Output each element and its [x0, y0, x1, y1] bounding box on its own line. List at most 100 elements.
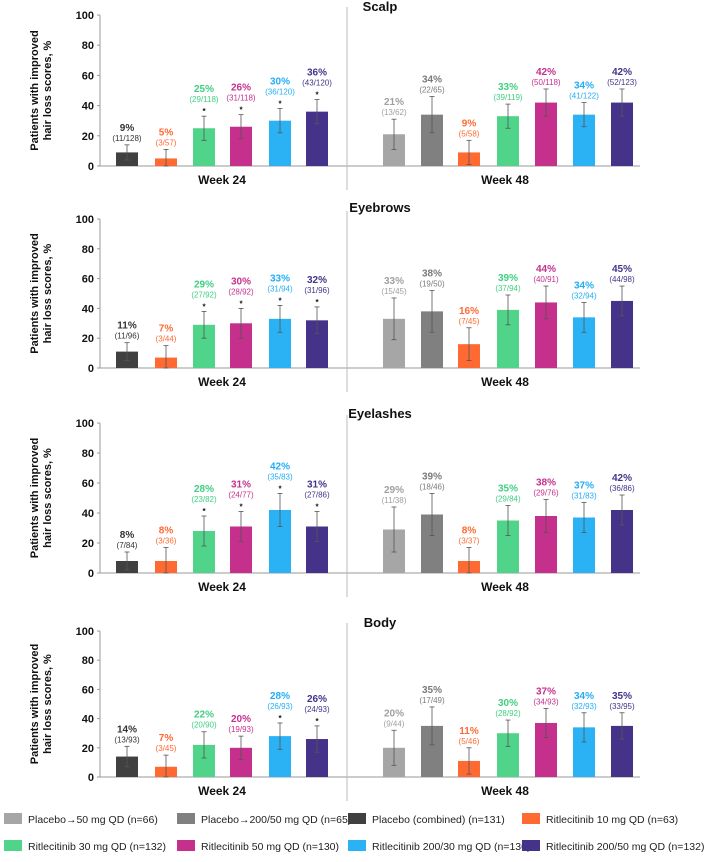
percent-label: 26%: [231, 83, 251, 94]
y-tick-label: 80: [82, 40, 94, 52]
count-label: (36/86): [609, 484, 635, 493]
legend-swatch-pc: [348, 813, 366, 824]
percent-label: 45%: [612, 264, 632, 275]
bar-r200_50: [611, 510, 633, 573]
percent-label: 42%: [536, 67, 556, 78]
count-label: (40/91): [533, 275, 559, 284]
y-tick-label: 0: [88, 568, 94, 580]
significance-star: *: [202, 107, 206, 116]
bar-r50: [230, 747, 252, 777]
percent-label: 39%: [498, 273, 518, 284]
percent-label: 7%: [159, 324, 174, 335]
percent-label: 9%: [120, 123, 135, 134]
count-label: (18/46): [419, 483, 445, 492]
count-label: (7/84): [117, 541, 138, 550]
count-label: (35/83): [267, 473, 293, 482]
panel-title: Scalp: [363, 0, 398, 14]
bar-r200_50: [611, 300, 633, 368]
legend-label-r30: Ritlecitinib 30 mg QD (n=132): [28, 841, 166, 853]
panel-title: Eyelashes: [348, 406, 412, 421]
count-label: (17/49): [419, 696, 445, 705]
group-label: Week 48: [481, 784, 529, 798]
percent-label: 5%: [159, 127, 174, 138]
percent-label: 29%: [384, 485, 404, 496]
bar-r200_50: [306, 739, 328, 777]
count-label: (31/94): [267, 284, 293, 293]
count-label: (19/50): [419, 280, 445, 289]
percent-label: 32%: [307, 275, 327, 286]
bar-p50: [383, 318, 405, 368]
significance-star: *: [315, 91, 319, 100]
y-tick-label: 80: [82, 655, 94, 667]
panel-title: Eyebrows: [349, 200, 410, 215]
bar-r50: [535, 722, 557, 777]
bar-r200_30: [269, 318, 291, 368]
group-label: Week 48: [481, 580, 529, 594]
bar-r200_50: [306, 526, 328, 573]
percent-label: 21%: [384, 97, 404, 108]
percent-label: 26%: [307, 694, 327, 705]
count-label: (41/122): [569, 92, 599, 101]
legend-swatch-r200_30: [348, 840, 366, 851]
count-label: (22/65): [419, 86, 445, 95]
count-label: (31/83): [571, 492, 597, 501]
bar-r30: [497, 116, 519, 166]
legend-label-p200: Placebo→200/50 mg QD (n=65): [201, 814, 351, 826]
bar-r50: [230, 526, 252, 573]
percent-label: 44%: [536, 264, 556, 275]
count-label: (13/62): [381, 108, 407, 117]
bar-r50: [535, 102, 557, 166]
count-label: (11/96): [115, 332, 140, 341]
count-label: (29/118): [189, 95, 219, 104]
y-tick-label: 0: [88, 161, 94, 173]
percent-label: 28%: [270, 691, 290, 702]
percent-label: 14%: [117, 724, 137, 735]
percent-label: 35%: [422, 685, 442, 696]
count-label: (39/119): [493, 93, 523, 102]
bar-r30: [497, 309, 519, 368]
percent-label: 42%: [612, 473, 632, 484]
percent-label: 31%: [307, 480, 327, 491]
group-label: Week 48: [481, 375, 529, 389]
percent-label: 29%: [194, 279, 214, 290]
significance-star: *: [202, 302, 206, 311]
count-label: (52/123): [607, 78, 637, 87]
count-label: (31/96): [304, 286, 330, 295]
y-tick-label: 60: [82, 70, 94, 82]
significance-star: *: [278, 485, 282, 494]
percent-label: 11%: [117, 321, 137, 332]
y-axis-label-line2: hair loss scores, %: [42, 448, 54, 548]
y-tick-label: 60: [82, 478, 94, 490]
y-tick-label: 100: [76, 10, 94, 22]
percent-label: 33%: [270, 273, 290, 284]
bar-r30: [193, 128, 215, 166]
percent-label: 8%: [159, 526, 174, 537]
percent-label: 34%: [574, 691, 594, 702]
significance-star: *: [315, 717, 319, 726]
y-axis-label-line1: Patients with improved: [29, 438, 41, 558]
y-axis-label-line2: hair loss scores, %: [42, 40, 54, 140]
y-axis-label-line1: Patients with improved: [29, 644, 41, 764]
count-label: (44/98): [609, 275, 635, 284]
bar-r30: [193, 531, 215, 573]
y-tick-label: 80: [82, 244, 94, 256]
significance-star: *: [278, 100, 282, 109]
count-label: (31/118): [226, 94, 256, 103]
legend-label-r10: Ritlecitinib 10 mg QD (n=63): [546, 814, 678, 826]
bar-r50: [230, 126, 252, 166]
percent-label: 33%: [384, 276, 404, 287]
count-label: (28/92): [495, 709, 521, 718]
count-label: (3/57): [156, 138, 177, 147]
y-tick-label: 20: [82, 743, 94, 755]
count-label: (33/95): [609, 702, 635, 711]
count-label: (23/82): [191, 495, 217, 504]
count-label: (9/44): [384, 719, 405, 728]
percent-label: 34%: [422, 75, 442, 86]
y-tick-label: 20: [82, 538, 94, 550]
percent-label: 30%: [498, 698, 518, 709]
bar-p200: [421, 514, 443, 573]
percent-label: 38%: [422, 269, 442, 280]
bar-r200_30: [573, 114, 595, 166]
legend-label-pc: Placebo (combined) (n=131): [372, 814, 505, 826]
bar-p200: [421, 725, 443, 777]
